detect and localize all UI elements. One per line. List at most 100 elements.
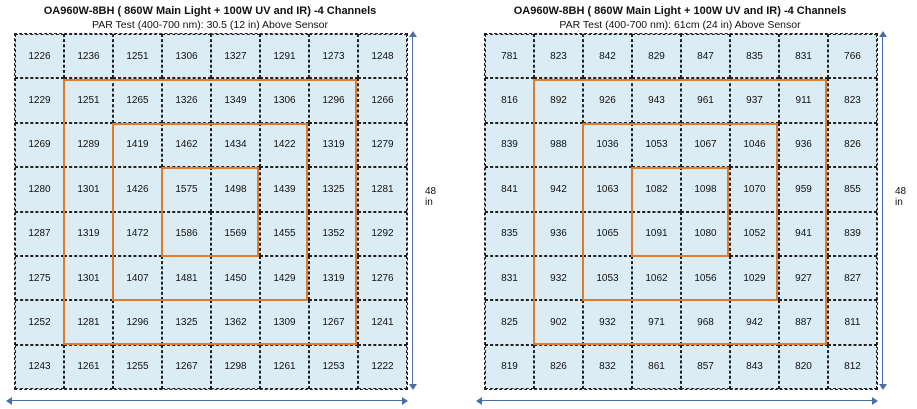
par-cell: 1269 <box>15 122 64 168</box>
par-cell: 971 <box>632 300 681 345</box>
par-cell: 766 <box>828 34 877 79</box>
panel-subtitle: PAR Test (400-700 nm): 30.5 (12 in) Abov… <box>92 19 328 31</box>
par-cell: 832 <box>583 344 632 389</box>
par-cell: 1036 <box>583 122 632 168</box>
par-cell: 1070 <box>730 167 779 212</box>
par-cell: 1326 <box>162 78 211 123</box>
par-cell: 812 <box>828 344 877 389</box>
par-cell: 831 <box>485 255 534 301</box>
par-cell: 1281 <box>358 167 407 212</box>
par-cell: 1251 <box>113 34 162 79</box>
par-cell: 988 <box>534 122 583 168</box>
par-cell: 861 <box>632 344 681 389</box>
par-cell: 1091 <box>632 211 681 256</box>
par-cell: 1065 <box>583 211 632 256</box>
par-cell: 1472 <box>113 211 162 256</box>
par-cell: 1481 <box>162 255 211 301</box>
par-cell: 1281 <box>64 300 113 345</box>
par-cell: 887 <box>779 300 828 345</box>
par-cell: 1279 <box>358 122 407 168</box>
par-cell: 1298 <box>211 344 260 389</box>
par-cell: 1439 <box>260 167 309 212</box>
par-cell: 1455 <box>260 211 309 256</box>
par-cell: 1422 <box>260 122 309 168</box>
par-cell: 1296 <box>113 300 162 345</box>
par-cell: 943 <box>632 78 681 123</box>
par-cell: 820 <box>779 344 828 389</box>
par-cell: 843 <box>730 344 779 389</box>
par-grid: 1226 1236 1251 1306 1327 1291 1273 1248 1229 1251… <box>14 33 408 390</box>
par-cell: 1080 <box>681 211 730 256</box>
par-cell: 816 <box>485 78 534 123</box>
par-cell: 1056 <box>681 255 730 301</box>
par-cell: 1289 <box>64 122 113 168</box>
par-cell: 959 <box>779 167 828 212</box>
par-grid: 781 823 842 829 847 835 831 766 816 892 926 943 961 9… <box>484 33 878 390</box>
par-cell: 1098 <box>681 167 730 212</box>
par-cell: 1301 <box>64 255 113 301</box>
dimension-label: 48 in <box>895 186 907 208</box>
par-cell: 1252 <box>15 300 64 345</box>
par-cell: 937 <box>730 78 779 123</box>
par-cell: 1325 <box>162 300 211 345</box>
horizontal-dimension-arrow <box>476 397 878 405</box>
par-cell: 1241 <box>358 300 407 345</box>
par-cell: 1275 <box>15 255 64 301</box>
par-cell: 1319 <box>309 122 358 168</box>
par-cell: 1248 <box>358 34 407 79</box>
par-cell: 1265 <box>113 78 162 123</box>
par-cell: 1301 <box>64 167 113 212</box>
par-cell: 926 <box>583 78 632 123</box>
par-cell: 927 <box>779 255 828 301</box>
par-cell: 842 <box>583 34 632 79</box>
par-cell: 1267 <box>309 300 358 345</box>
par-cell: 1462 <box>162 122 211 168</box>
par-cell: 835 <box>485 211 534 256</box>
horizontal-dimension-arrow <box>6 397 408 405</box>
par-cell: 1053 <box>632 122 681 168</box>
par-cell: 1253 <box>309 344 358 389</box>
par-cell: 839 <box>485 122 534 168</box>
par-cell: 831 <box>779 34 828 79</box>
par-cell: 1236 <box>64 34 113 79</box>
par-cell: 1569 <box>211 211 260 256</box>
par-cell: 1319 <box>64 211 113 256</box>
par-cell: 942 <box>730 300 779 345</box>
par-cell: 823 <box>828 78 877 123</box>
par-cell: 1052 <box>730 211 779 256</box>
par-cell: 961 <box>681 78 730 123</box>
par-cell: 1309 <box>260 300 309 345</box>
par-cell: 1226 <box>15 34 64 79</box>
par-cell: 1407 <box>113 255 162 301</box>
par-cell: 932 <box>583 300 632 345</box>
par-cell: 847 <box>681 34 730 79</box>
par-cell: 1287 <box>15 211 64 256</box>
par-cell: 968 <box>681 300 730 345</box>
par-cell: 1267 <box>162 344 211 389</box>
par-cell: 932 <box>534 255 583 301</box>
par-cell: 855 <box>828 167 877 212</box>
par-cell: 1261 <box>64 344 113 389</box>
par-cell: 1062 <box>632 255 681 301</box>
par-cell: 942 <box>534 167 583 212</box>
par-cell: 1498 <box>211 167 260 212</box>
par-cell: 826 <box>534 344 583 389</box>
par-cell: 1046 <box>730 122 779 168</box>
par-cell: 1296 <box>309 78 358 123</box>
par-cell: 1419 <box>113 122 162 168</box>
par-cell: 1053 <box>583 255 632 301</box>
par-cell: 1067 <box>681 122 730 168</box>
par-cell: 1222 <box>358 344 407 389</box>
par-cell: 781 <box>485 34 534 79</box>
par-cell: 1063 <box>583 167 632 212</box>
par-cell: 826 <box>828 122 877 168</box>
panel-title: OA960W-8BH ( 860W Main Light + 100W UV a… <box>43 5 377 17</box>
par-cell: 1292 <box>358 211 407 256</box>
par-cell: 1429 <box>260 255 309 301</box>
par-cell: 1586 <box>162 211 211 256</box>
par-cell: 1243 <box>15 344 64 389</box>
par-cell: 1349 <box>211 78 260 123</box>
par-cell: 1352 <box>309 211 358 256</box>
par-cell: 841 <box>485 167 534 212</box>
par-cell: 823 <box>534 34 583 79</box>
